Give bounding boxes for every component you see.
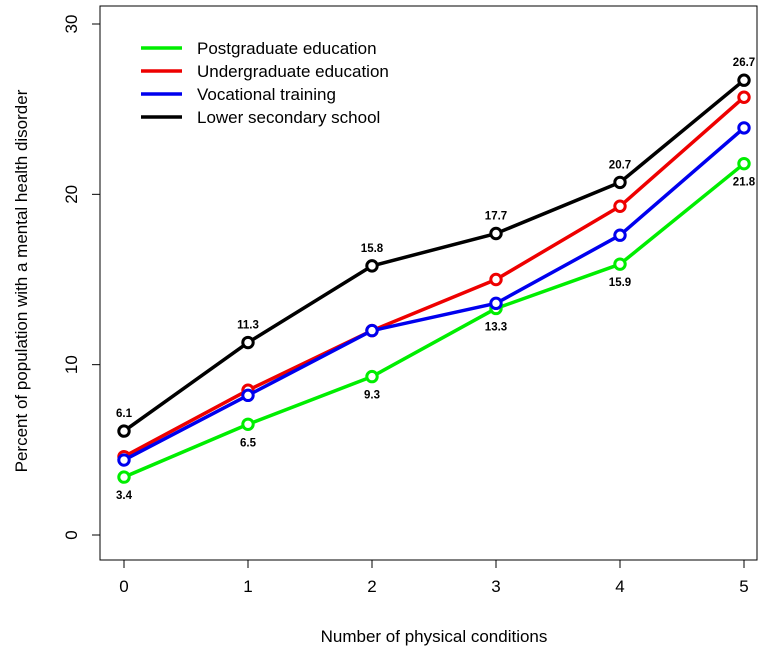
data-point — [613, 257, 627, 271]
data-point — [365, 259, 379, 273]
x-tick-label: 4 — [615, 577, 624, 596]
data-label: 17.7 — [485, 211, 507, 223]
data-label: 15.9 — [609, 277, 631, 289]
data-point — [737, 121, 751, 135]
data-point — [737, 73, 751, 87]
plot-frame — [99, 5, 758, 561]
series-line — [122, 95, 746, 459]
data-label: 13.3 — [485, 321, 507, 333]
series-line — [122, 78, 746, 433]
x-axis-title: Number of physical conditions — [321, 627, 548, 646]
y-tick-label: 20 — [62, 185, 81, 204]
series-line — [122, 161, 746, 479]
y-tick-label: 30 — [62, 15, 81, 34]
x-tick-label: 5 — [739, 577, 748, 596]
data-point — [117, 424, 131, 438]
y-axis-title: Percent of population with a mental heal… — [12, 89, 31, 472]
data-label: 11.3 — [237, 320, 259, 332]
data-point — [613, 199, 627, 213]
y-tick-label: 10 — [62, 355, 81, 374]
data-point — [613, 228, 627, 242]
data-label: 21.8 — [733, 177, 756, 189]
data-label: 20.7 — [609, 159, 631, 171]
data-label: 26.7 — [733, 57, 755, 69]
data-point — [241, 417, 255, 431]
data-label: 9.3 — [364, 390, 380, 402]
data-label: 6.5 — [240, 437, 257, 449]
data-label: 3.4 — [116, 490, 133, 502]
data-labels: 3.4 6.5 9.3 13.3 15.9 21.8 6.1 11.3 15.8 17.7 20.7… — [116, 57, 756, 502]
legend-label: Vocational training — [197, 85, 336, 104]
data-point — [489, 226, 503, 241]
data-point — [117, 470, 131, 484]
y-tick-label: 0 — [62, 530, 81, 539]
x-tick-label: 0 — [119, 577, 128, 596]
axes: 0 1 2 3 4 5 0 10 20 30 — [62, 5, 758, 596]
series-layer — [117, 73, 751, 484]
legend-label: Lower secondary school — [197, 108, 380, 127]
data-point — [241, 335, 255, 350]
data-point — [489, 296, 503, 311]
series-line — [122, 126, 746, 462]
legend: Postgraduate education Undergraduate educ… — [141, 39, 389, 127]
data-point — [489, 272, 503, 287]
data-label: 6.1 — [116, 408, 133, 420]
data-point — [365, 369, 379, 384]
x-tick-label: 2 — [367, 577, 376, 596]
legend-label: Undergraduate education — [197, 62, 389, 81]
data-label: 15.8 — [361, 243, 384, 255]
data-point — [613, 175, 627, 190]
legend-label: Postgraduate education — [197, 39, 377, 58]
data-point — [737, 156, 751, 171]
x-tick-label: 3 — [491, 577, 500, 596]
data-point — [365, 323, 379, 338]
data-point — [117, 453, 131, 467]
data-point — [737, 90, 751, 104]
x-tick-label: 1 — [243, 577, 252, 596]
data-point — [241, 388, 255, 403]
